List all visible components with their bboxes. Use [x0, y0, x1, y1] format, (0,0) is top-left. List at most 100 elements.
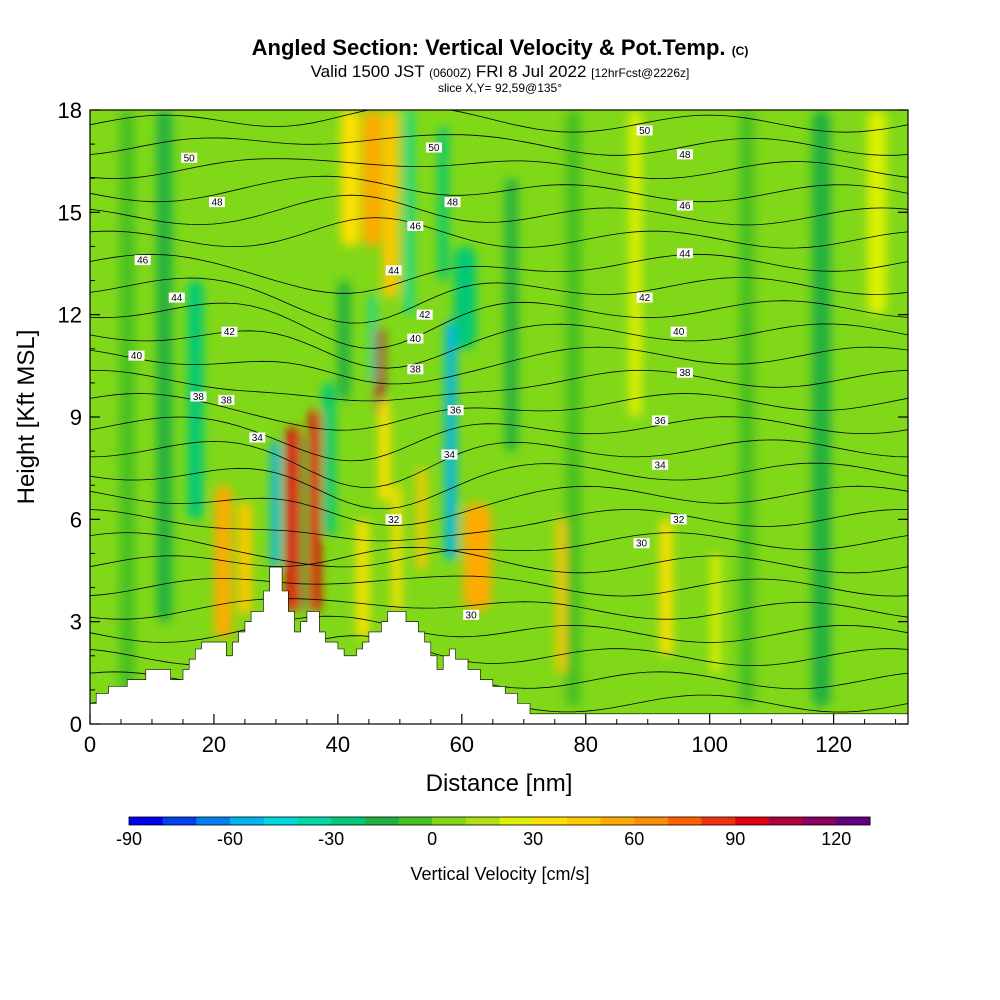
isentrope-label: 46: [679, 201, 691, 212]
valid-date: FRI 8 Jul 2022: [475, 62, 587, 81]
isentrope-label-bg: [407, 220, 424, 231]
y-tick-label: 6: [70, 507, 82, 532]
isentrope-line: [90, 253, 908, 294]
isentrope-label: 40: [673, 327, 685, 338]
isentrope-label-bg: [209, 197, 226, 208]
colorbar-swatch: [364, 817, 399, 825]
colorbar-swatch: [432, 817, 467, 825]
isentrope-line: [90, 277, 908, 324]
isentrope-label-bg: [636, 292, 653, 303]
isentrope-label-bg: [676, 248, 693, 259]
y-tick-label: 18: [58, 98, 82, 123]
title-main: Angled Section: Vertical Velocity & Pot.…: [251, 35, 726, 60]
isentrope-label-bg: [385, 514, 402, 525]
isentrope-line: [90, 393, 908, 431]
colorbar-swatch: [297, 817, 332, 825]
colorbar-swatch: [230, 817, 265, 825]
velocity-cell: [629, 110, 642, 417]
colorbar-swatch: [499, 817, 534, 825]
isentrope-label: 48: [211, 198, 223, 209]
velocity-cell: [660, 519, 673, 656]
isentrope-label-bg: [676, 149, 693, 160]
isentrope-line: [90, 134, 908, 156]
forecast-info: [12hrFcst@2226z]: [591, 66, 690, 80]
isentrope-label: 40: [410, 334, 422, 345]
chart-title: Angled Section: Vertical Velocity & Pot.…: [0, 36, 1000, 63]
isentrope-label: 36: [450, 406, 462, 417]
colorbar-swatch: [129, 817, 164, 825]
y-axis-ticks: 0 36 9 12 15 18: [58, 98, 908, 737]
velocity-cell: [454, 246, 476, 349]
colorbar-swatch: [802, 817, 837, 825]
x-tick-label: 20: [202, 732, 226, 757]
isentrope-label: 34: [655, 460, 667, 471]
velocity-cell: [565, 110, 582, 707]
x-tick-label: 60: [450, 732, 474, 757]
isentrope-label: 38: [193, 392, 205, 403]
isentrope-label: 42: [639, 293, 651, 304]
colorbar-swatch: [836, 817, 871, 825]
isentrope-label: 46: [410, 221, 422, 232]
valid-time: Valid 1500 JST: [310, 62, 425, 81]
chart-header: Angled Section: Vertical Velocity & Pot.…: [0, 36, 1000, 95]
velocity-cell: [376, 328, 384, 417]
y-tick-label: 15: [58, 200, 82, 225]
velocity-cell: [369, 294, 376, 383]
isentrope-label: 34: [444, 450, 456, 461]
velocity-cell: [711, 553, 721, 673]
velocity-field: [119, 110, 887, 707]
isentrope-label: 42: [224, 327, 236, 338]
isentrope-label-bg: [416, 309, 433, 320]
velocity-cell: [445, 321, 457, 561]
isentrope-line: [90, 532, 908, 568]
isentrope-line: [90, 300, 908, 349]
y-tick-label: 12: [58, 303, 82, 328]
velocity-cell: [416, 468, 427, 571]
isentrope-line: [90, 217, 908, 249]
isentrope-line: [90, 546, 908, 574]
y-axis-label: Height [Kft MSL]: [13, 330, 40, 505]
isentrope-label-bg: [425, 142, 442, 153]
isentrope-line: [90, 346, 908, 385]
isentrope-line: [90, 615, 908, 643]
valid-zulu: (0600Z): [429, 66, 472, 80]
isentrope-label-bg: [633, 538, 650, 549]
isentrope-label-bg: [407, 364, 424, 375]
isentrope-label: 44: [388, 266, 400, 277]
isentrope-labels: 50 48 46 44 42 40 38 38 34 50 48 46 44 42 40 38 36 34 32 30…: [128, 125, 693, 621]
velocity-cell: [156, 110, 173, 622]
isentrope-label: 38: [410, 365, 422, 376]
isentrope-label: 48: [447, 198, 459, 209]
colorbar-swatch: [735, 817, 770, 825]
isentrope-label-bg: [134, 255, 151, 266]
isentrope-line: [90, 175, 908, 203]
colorbar-swatch: [667, 817, 703, 825]
isentrope-label-bg: [181, 152, 198, 163]
isentrope-label-bg: [249, 432, 266, 443]
isentrope-label: 36: [655, 416, 667, 427]
colorbar-swatch: [331, 817, 366, 825]
isentrope-line: [90, 485, 908, 526]
isentrope-label-bg: [218, 394, 235, 405]
x-tick-label: 80: [574, 732, 598, 757]
velocity-cell: [309, 410, 321, 612]
velocity-cell: [238, 502, 252, 615]
velocity-cell: [405, 110, 413, 315]
x-tick-label: 100: [691, 732, 728, 757]
isentrope-label-bg: [447, 405, 464, 416]
isentrope-label: 32: [673, 515, 685, 526]
isentrope-line: [90, 462, 908, 510]
isentrope-line: [90, 194, 908, 226]
colorbar-tick-label: 90: [725, 829, 745, 849]
isentrope-label: 44: [171, 293, 183, 304]
isentrope-label-bg: [636, 125, 653, 136]
colorbar-frame: [128, 816, 871, 826]
y-tick-label: 9: [70, 405, 82, 430]
colorbar: [128, 816, 871, 826]
y-tick-label: 0: [70, 712, 82, 737]
isentrope-label-bg: [168, 292, 185, 303]
colorbar-swatch: [263, 817, 298, 825]
isentrope-label: 50: [184, 153, 196, 164]
isentrope-label-bg: [441, 449, 458, 460]
